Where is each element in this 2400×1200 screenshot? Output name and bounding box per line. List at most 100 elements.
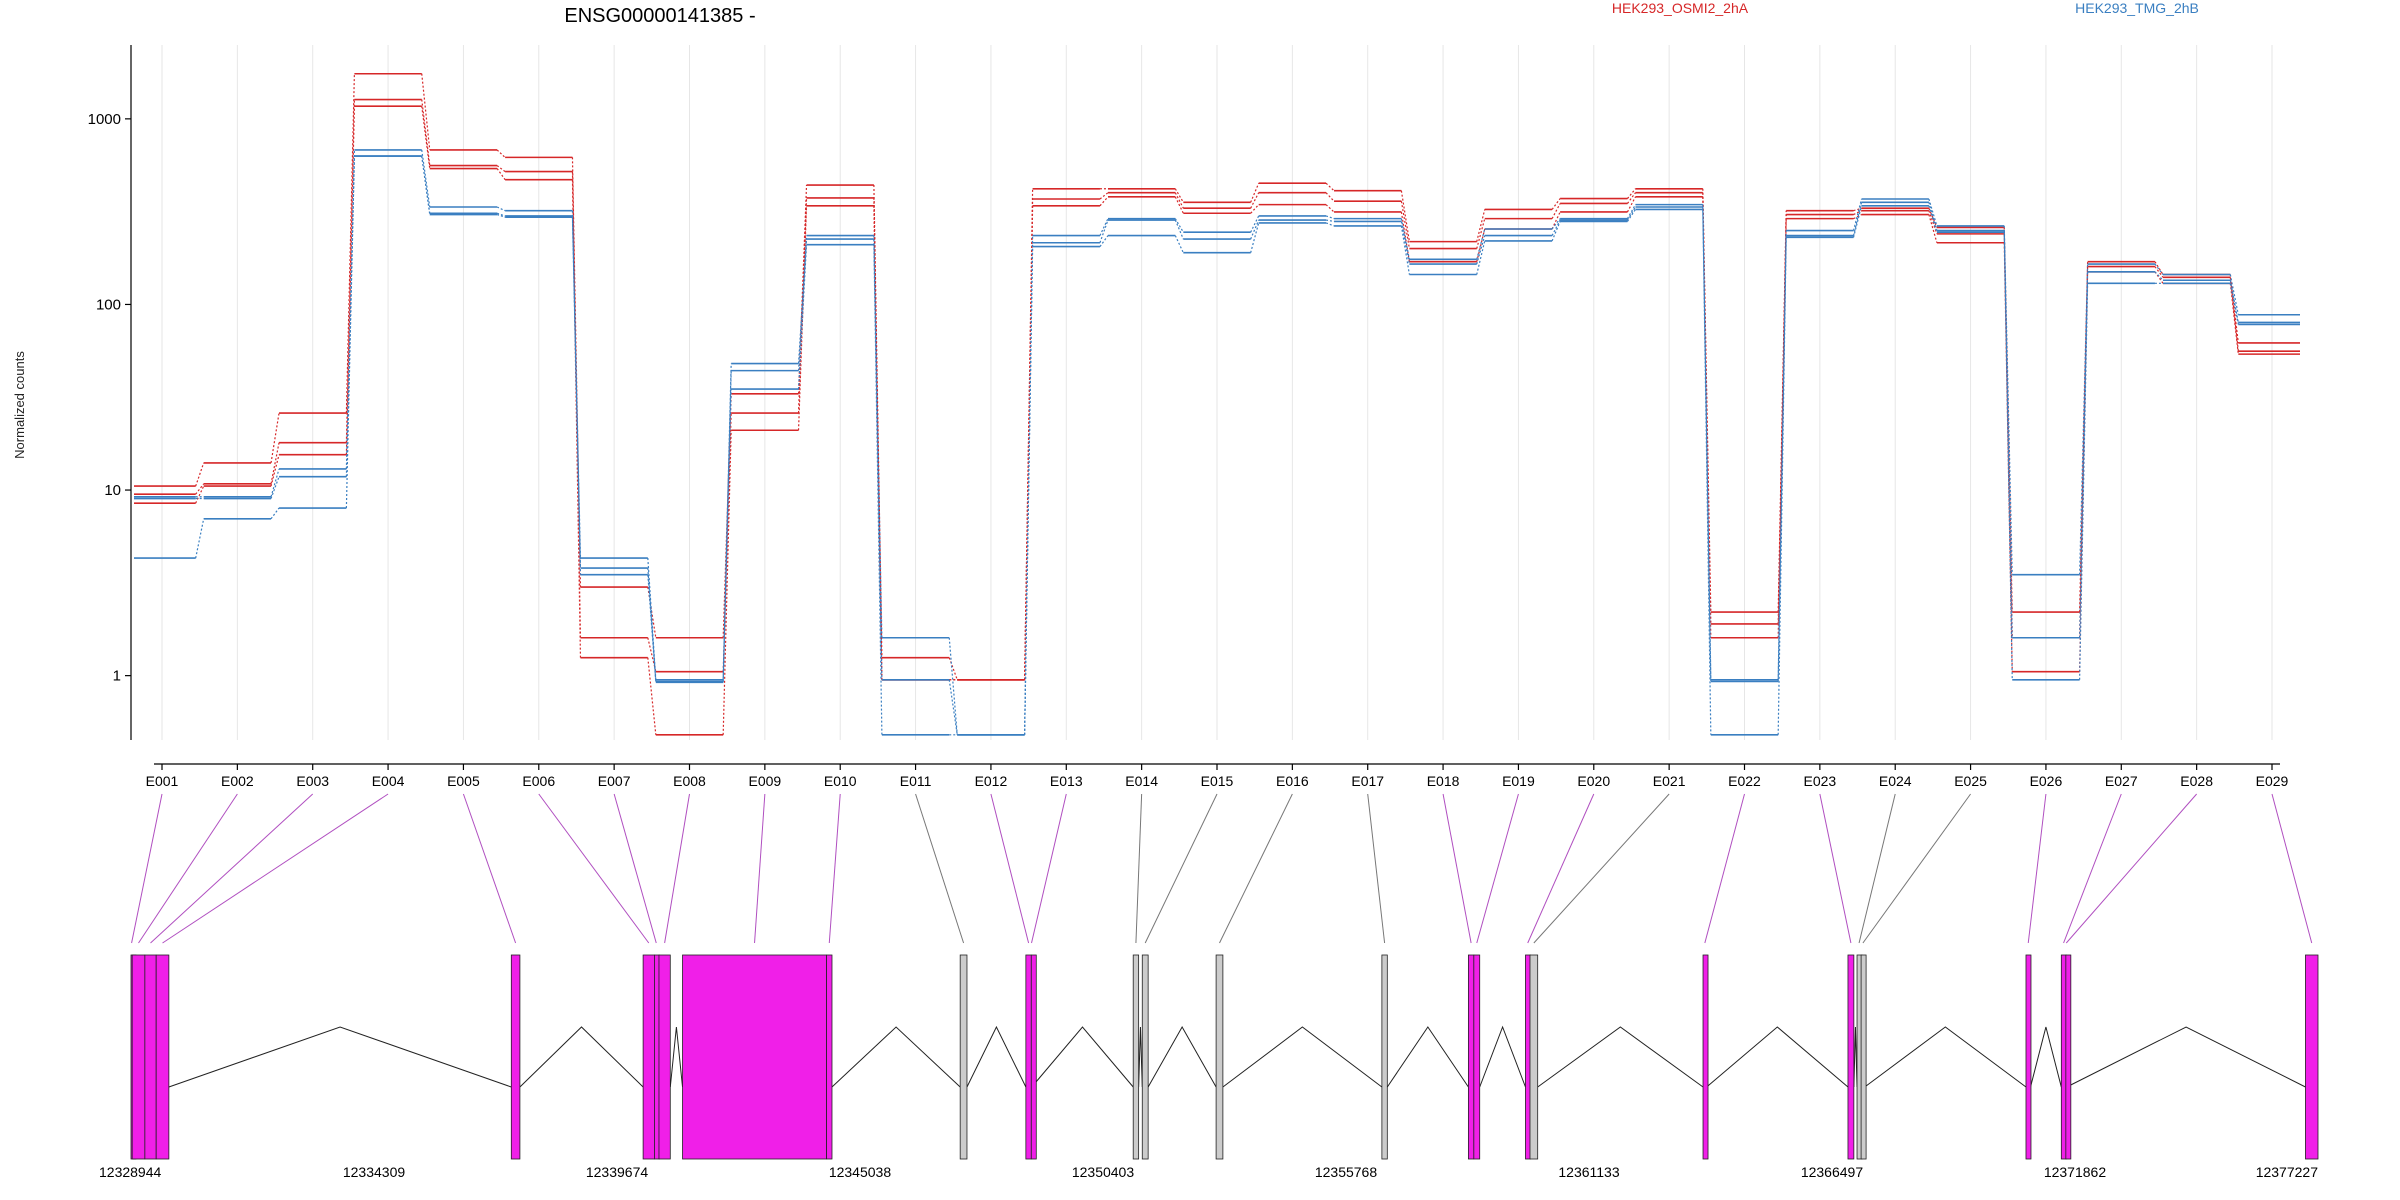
exon-e009 <box>682 954 827 1160</box>
series-4-transition-e004 <box>421 149 431 208</box>
series-2-transition-e005 <box>496 165 506 173</box>
intron-e015-e016 <box>1147 1025 1217 1088</box>
series-6-transition-e010 <box>873 244 883 735</box>
chart-title: ENSG00000141385 - <box>564 5 755 27</box>
series-1-transition-e001 <box>195 462 205 487</box>
series-3-transition-e014 <box>1174 196 1184 214</box>
series-3-transition-e008 <box>722 430 732 735</box>
x-tick-label-e014: E014 <box>1125 773 1158 789</box>
x-tick-label-e007: E007 <box>598 773 631 789</box>
series-6-transition-e019 <box>1551 221 1561 242</box>
series-6-transition-e012 <box>1024 246 1034 735</box>
gene-model <box>130 954 2319 1160</box>
connector-e026 <box>2027 793 2047 944</box>
series-4-transition-e014 <box>1174 218 1184 233</box>
y-axis: 1 10 100 1000 <box>88 45 132 740</box>
x-tick-label-e026: E026 <box>2030 773 2063 789</box>
series-1-transition-e016 <box>1325 182 1335 192</box>
connector-e005 <box>462 793 517 944</box>
coord-tick-label-1: 12334309 <box>343 1164 406 1180</box>
connector-e011 <box>915 793 965 944</box>
series-3-transition-e010 <box>873 205 883 680</box>
intron-e011-e012 <box>966 1025 1027 1088</box>
connector-e021 <box>1533 793 1670 944</box>
y-tick-label-1: 1 <box>113 668 121 685</box>
series-3-transition-e007 <box>647 657 657 735</box>
exon-e008 <box>658 954 671 1160</box>
series-5-transition-e027 <box>2154 271 2164 281</box>
series-4-transition-e002 <box>270 468 280 497</box>
x-tick-label-e011: E011 <box>900 773 932 789</box>
x-tick-label-e002: E002 <box>221 773 254 789</box>
coord-tick-label-3: 12345038 <box>829 1164 892 1180</box>
series-4-transition-e028 <box>2229 274 2239 315</box>
exon-e015 <box>1141 954 1149 1160</box>
intron-e005-e006 <box>519 1026 644 1088</box>
series-1-transition-e017 <box>1400 190 1410 242</box>
connector-e012 <box>990 793 1030 944</box>
exon-e006 <box>642 954 655 1160</box>
connector-e017 <box>1367 793 1386 944</box>
series-4-transition-e011 <box>948 637 958 735</box>
legend-label-osmi2: HEK293_OSMI2_2hA <box>1612 0 1749 16</box>
x-axis: E001 E002 E003 E004 E005 E006 E007 E008 E009 E010… <box>146 763 2289 789</box>
series-2-transition-e004 <box>421 99 431 166</box>
x-tick-label-e006: E006 <box>522 773 555 789</box>
exon-e019 <box>1473 954 1481 1160</box>
series-5-transition-e023 <box>1852 202 1863 236</box>
exon-e023 <box>1847 954 1855 1160</box>
connector-e013 <box>1031 793 1067 944</box>
series-3-transition-e004 <box>421 106 431 169</box>
series-6-transition-e014 <box>1174 235 1184 253</box>
series-6 <box>134 155 2300 736</box>
series-5-transition-e011 <box>948 679 958 735</box>
series-4-transition-e008 <box>722 363 732 680</box>
genomic-coordinate-axis: 12328944 12334309 12339674 12345038 12350403… <box>99 1164 2318 1180</box>
connector-e022 <box>1704 793 1745 944</box>
series-4-transition-e022 <box>1777 230 1787 680</box>
series-2-transition-e024 <box>1928 210 1938 235</box>
intron-e014-e015 <box>1138 1026 1143 1088</box>
series-4-transition-e016 <box>1325 215 1335 220</box>
series-6-transition-e008 <box>722 389 732 683</box>
exon-e012 <box>1025 954 1032 1160</box>
x-tick-label-e016: E016 <box>1276 773 1309 789</box>
coord-tick-label-9: 12377227 <box>2256 1164 2319 1180</box>
coord-tick-label-4: 12350403 <box>1072 1164 1135 1180</box>
coord-tick-label-5: 12355768 <box>1315 1164 1378 1180</box>
intron-e025-e026 <box>1864 1026 2027 1088</box>
x-tick-label-e004: E004 <box>372 773 405 789</box>
series-3-transition-e015 <box>1250 204 1260 214</box>
intron-e022-e023 <box>1706 1026 1849 1088</box>
x-tick-label-e017: E017 <box>1351 773 1384 789</box>
x-tick-label-e023: E023 <box>1804 773 1837 789</box>
connector-e003 <box>150 793 314 944</box>
series-2-transition-e016 <box>1325 192 1335 202</box>
exon-e016 <box>1215 954 1224 1160</box>
series-2-transition-e002 <box>270 442 280 484</box>
series-6-transition-e006 <box>571 217 582 575</box>
coord-tick-label-8: 12371862 <box>2044 1164 2107 1180</box>
y-tick-label-1000: 1000 <box>88 111 121 128</box>
series-1-transition-e002 <box>270 412 280 464</box>
y-axis-label: Normalized counts <box>12 351 27 459</box>
connector-e024 <box>1858 793 1896 944</box>
series-1-transition-e018 <box>1476 209 1486 242</box>
series-1-transition-e004 <box>421 73 431 151</box>
series-5-transition-e016 <box>1325 219 1335 223</box>
exon-e002 <box>131 954 146 1160</box>
series-4-transition-e013 <box>1099 218 1109 236</box>
series-1-transition-e024 <box>1928 207 1938 228</box>
exon-e025 <box>1860 954 1867 1160</box>
series-6-transition-e009 <box>797 244 808 390</box>
series-1-transition-e023 <box>1853 207 1862 212</box>
series-2-transition-e017 <box>1400 201 1410 249</box>
exon-e026 <box>2025 954 2032 1160</box>
series-1-transition-e008 <box>722 393 732 638</box>
connector-e027 <box>2063 793 2122 944</box>
exon-e018 <box>1467 954 1475 1160</box>
connector-e028 <box>2065 793 2198 944</box>
x-tick-label-e021: E021 <box>1653 773 1686 789</box>
series-6-transition-e018 <box>1476 240 1486 275</box>
